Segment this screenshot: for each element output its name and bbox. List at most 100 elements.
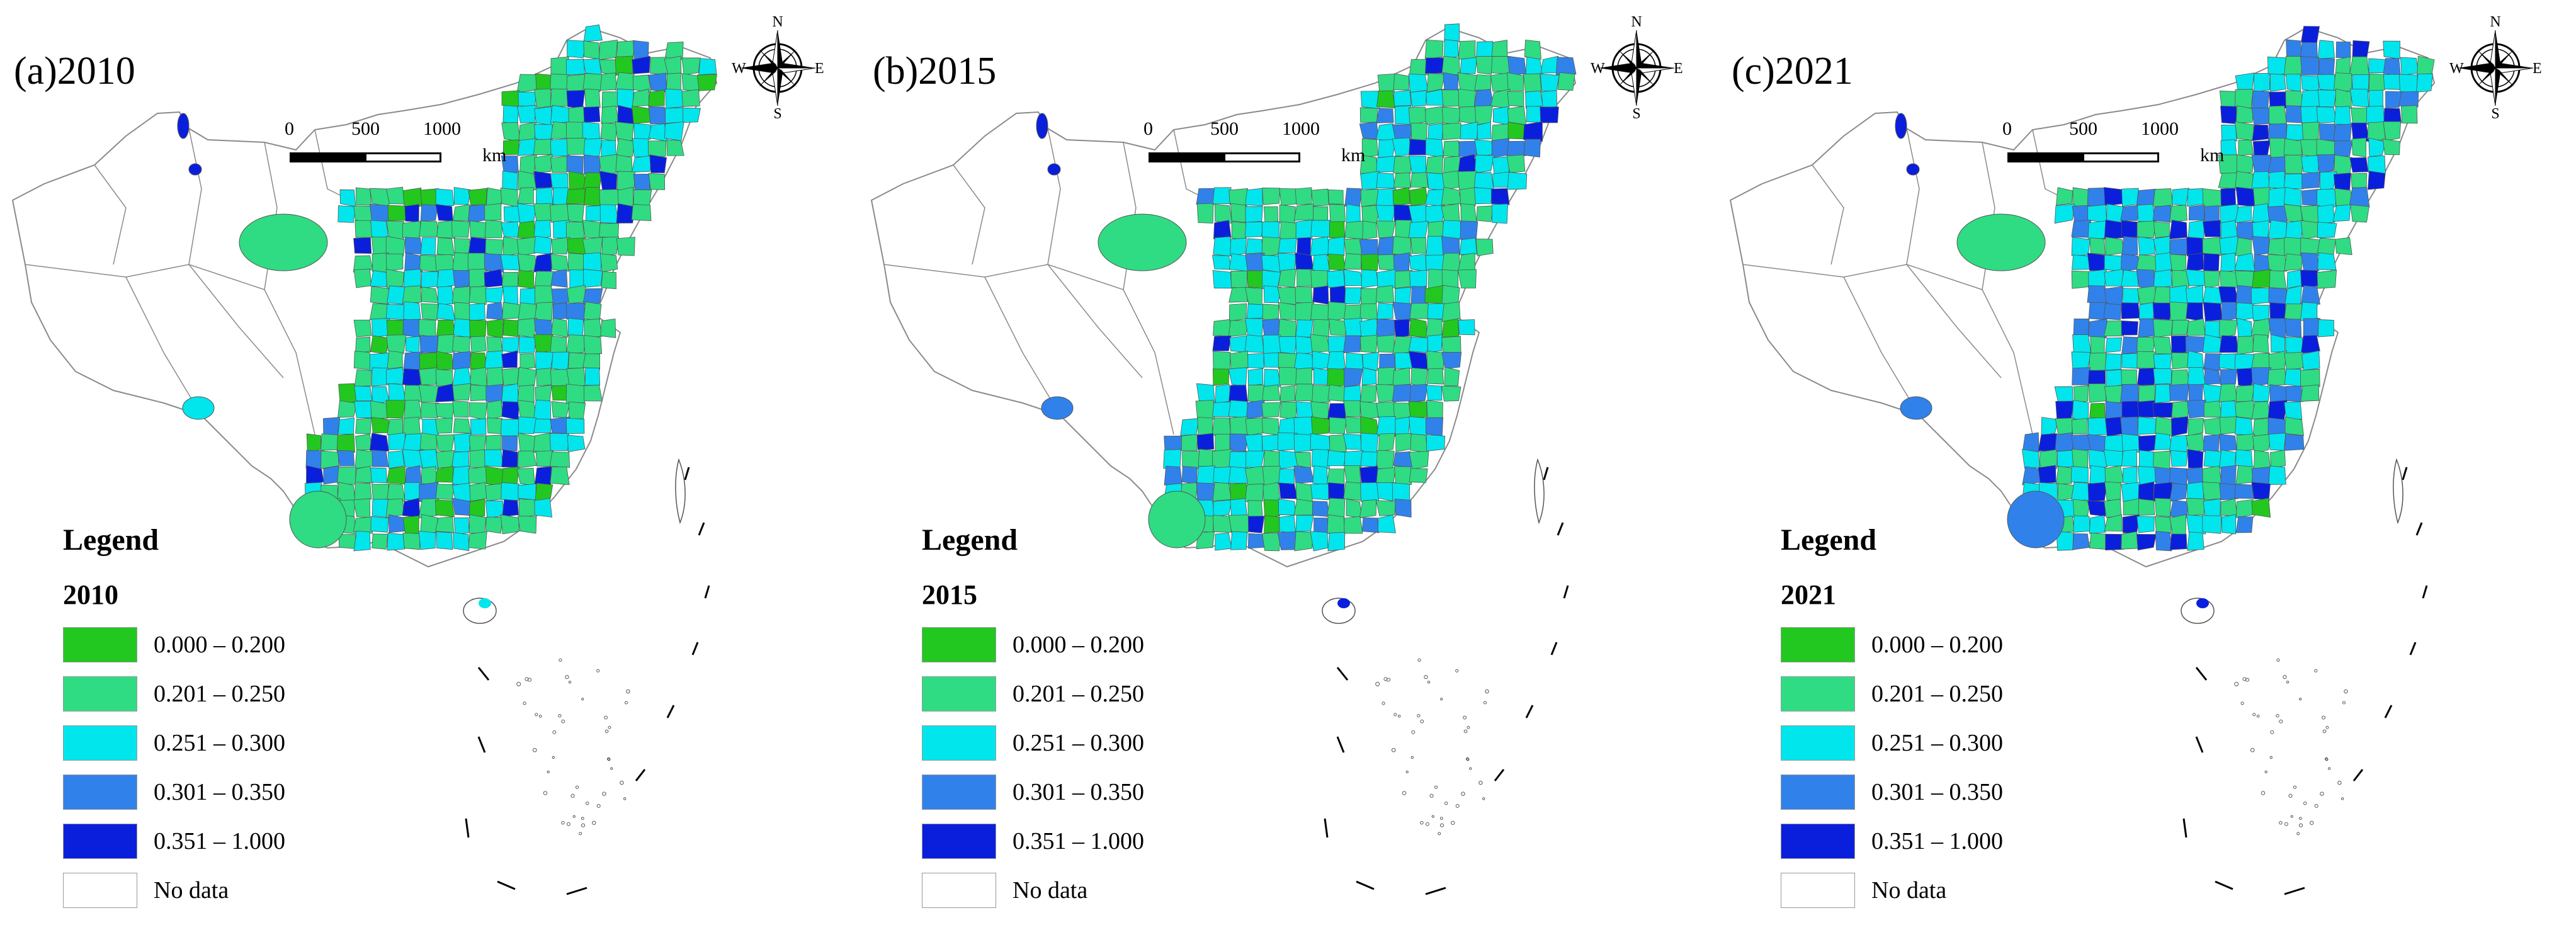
municipal-unit: [615, 121, 634, 142]
municipal-unit: [2301, 155, 2320, 174]
municipal-unit: [1181, 466, 1198, 485]
municipal-unit: [484, 203, 502, 221]
municipal-unit: [1279, 514, 1297, 534]
municipal-unit: [404, 204, 419, 222]
isolated-unit: [182, 396, 215, 420]
sea-boundary-dash: [566, 887, 587, 895]
municipal-unit: [1215, 532, 1232, 551]
region-boundary: [1123, 289, 1174, 435]
sea-island: [2240, 701, 2244, 705]
sea-island: [2342, 701, 2346, 705]
municipal-unit: [386, 334, 407, 355]
municipal-unit: [1441, 203, 1460, 223]
municipal-unit: [565, 188, 586, 205]
legend-item: 0.201 – 0.250: [1781, 676, 2070, 712]
municipal-unit: [1312, 285, 1329, 305]
municipal-unit: [436, 334, 455, 355]
municipal-unit: [420, 514, 438, 534]
municipal-unit: [2186, 302, 2204, 322]
sea-island: [547, 770, 550, 774]
municipal-unit: [2267, 205, 2288, 224]
municipal-unit: [1213, 236, 1232, 257]
municipal-unit: [484, 253, 504, 273]
municipal-unit: [385, 498, 405, 518]
compass-n: N: [1631, 14, 1642, 30]
municipal-unit: [2238, 140, 2254, 156]
municipal-unit: [1295, 367, 1313, 387]
municipal-unit: [2318, 319, 2334, 338]
legend-label: 0.251 – 0.300: [154, 730, 285, 756]
municipal-unit: [1293, 499, 1314, 516]
municipal-unit: [1425, 57, 1445, 74]
scale-tick-0: 0: [2002, 118, 2012, 139]
municipal-unit: [1361, 253, 1379, 273]
sea-boundary-dash: [497, 880, 516, 890]
municipal-unit: [1327, 189, 1344, 205]
north-arrow-compass-icon: N S W E: [1591, 14, 1683, 120]
municipal-unit: [2153, 450, 2170, 470]
compass-n: N: [2490, 14, 2500, 30]
municipal-unit: [533, 220, 552, 240]
municipal-unit: [1329, 319, 1347, 336]
region-boundary: [1047, 128, 1061, 265]
municipal-unit: [1507, 171, 1528, 190]
municipal-unit: [550, 336, 567, 355]
municipal-unit: [402, 187, 422, 207]
municipal-unit: [1245, 188, 1263, 207]
municipal-unit: [1310, 236, 1331, 256]
municipal-unit: [2334, 106, 2351, 125]
municipal-unit: [1343, 481, 1363, 501]
sea-island: [2264, 770, 2267, 774]
municipal-unit: [500, 419, 521, 436]
municipal-unit: [2252, 124, 2269, 142]
municipal-unit: [2220, 465, 2237, 485]
sea-island: [1393, 713, 1397, 717]
municipal-unit: [2221, 302, 2237, 322]
municipal-unit: [2267, 400, 2288, 421]
municipal-unit: [2317, 252, 2337, 270]
sea-island: [561, 719, 565, 724]
municipal-unit: [421, 303, 438, 321]
municipal-unit: [533, 236, 552, 254]
municipal-unit: [370, 516, 389, 533]
municipal-unit: [535, 482, 553, 502]
municipal-unit: [2138, 481, 2155, 502]
municipal-unit: [1557, 72, 1575, 91]
municipal-unit: [1195, 400, 1215, 420]
municipal-unit: [370, 467, 387, 484]
sea-boundary-dash: [1563, 585, 1569, 599]
municipal-unit: [1228, 451, 1249, 469]
municipal-unit: [1212, 187, 1232, 205]
municipal-unit: [1295, 336, 1314, 355]
municipal-unit: [1215, 203, 1233, 224]
sea-island: [568, 681, 572, 684]
municipal-unit: [2252, 334, 2269, 354]
municipal-unit: [1196, 465, 1216, 485]
municipal-unit: [2104, 434, 2124, 453]
municipal-unit: [1392, 367, 1411, 387]
municipal-unit: [2202, 465, 2222, 484]
municipal-unit: [452, 367, 472, 386]
municipal-unit: [434, 417, 453, 434]
legend-swatch: [1781, 824, 1855, 859]
municipal-unit: [2104, 254, 2123, 271]
sea-island: [1425, 822, 1429, 826]
sea-boundary-dash: [635, 769, 646, 781]
municipal-unit: [1376, 285, 1395, 304]
municipal-unit: [534, 154, 553, 173]
region-boundary: [1982, 289, 2033, 435]
sea-island: [602, 792, 606, 796]
municipal-unit: [486, 302, 504, 321]
sea-island: [2310, 820, 2314, 825]
municipal-unit: [2137, 203, 2155, 222]
sea-boundary-dash: [477, 667, 490, 681]
legend-label: 0.301 – 0.350: [154, 779, 285, 805]
municipal-unit: [2136, 220, 2157, 238]
municipal-unit: [2203, 270, 2220, 288]
municipal-unit: [2204, 321, 2221, 338]
municipal-unit: [601, 271, 616, 290]
municipal-unit: [486, 319, 504, 339]
municipal-unit: [1344, 516, 1363, 534]
municipal-unit: [567, 352, 586, 369]
municipal-unit: [2349, 157, 2369, 173]
